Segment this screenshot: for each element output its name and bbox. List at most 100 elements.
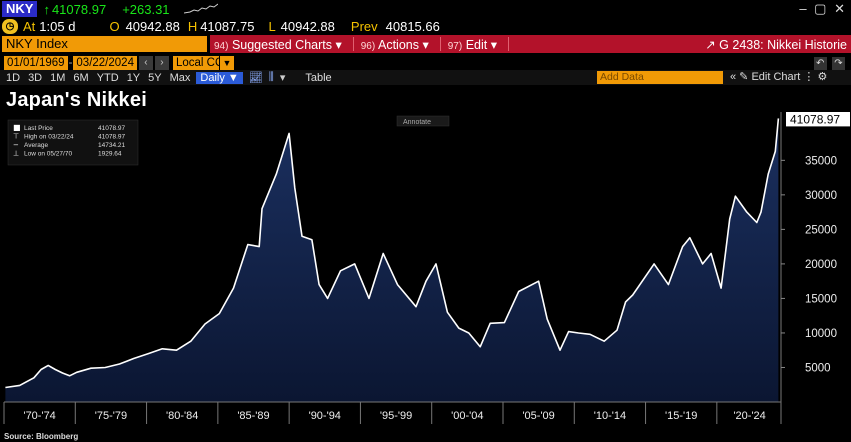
edit-menu[interactable]: 97) Edit ▾: [447, 37, 497, 52]
end-date-input[interactable]: 03/22/2024: [73, 55, 137, 70]
history-controls: ↶ ↷: [812, 55, 845, 70]
restore-button[interactable]: ▢: [814, 1, 827, 16]
security-field[interactable]: NKY Index: [2, 36, 207, 52]
period-5y[interactable]: 5Y: [148, 71, 162, 84]
x-tick-label: '70-'74: [23, 410, 55, 422]
open-label: O: [109, 19, 120, 34]
next-period-icon[interactable]: ›: [154, 55, 169, 70]
add-data-input[interactable]: Add Data: [597, 71, 723, 84]
legend-value: 1929.64: [98, 151, 122, 158]
x-axis: '70-'74 '75-'79 '80-'84 '85-'89 '90-'94 '95-'…: [3, 401, 782, 424]
chart-legend[interactable]: ■ Last Price 41078.97 ⊤ High on 03/22/24 4107…: [7, 119, 139, 166]
ticker-row: NKY ↑ 41078.97 +263.31 – ▢ ✕: [0, 0, 851, 18]
period-3d[interactable]: 3D: [28, 71, 43, 84]
menu-divider: [352, 37, 354, 51]
y-tick-label: 20000: [805, 259, 837, 271]
y-tick-label: 30000: [805, 190, 837, 202]
bar-type-icon[interactable]: ⫼: [268, 71, 274, 83]
y-axis: 5000 10000 15000 20000 25000 30000 35000: [780, 112, 837, 402]
period-1m[interactable]: 1M: [50, 71, 66, 84]
x-tick-label: '00-'04: [451, 410, 483, 422]
action-menu-bar: 94) Suggested Charts ▾ 96) Actions ▾ 97)…: [210, 35, 851, 53]
open-value: 40942.88: [125, 19, 180, 34]
actions-menu[interactable]: 96) Actions ▾: [360, 37, 429, 52]
line-chart-icon[interactable]: 📈︎: [248, 72, 263, 84]
legend-marker-icon: −: [13, 141, 19, 149]
table-button[interactable]: Table: [305, 71, 332, 84]
chevron-down-icon[interactable]: ▾: [279, 72, 286, 84]
legend-marker-icon: ⊥: [13, 150, 19, 158]
redo-icon[interactable]: ↷: [832, 57, 845, 70]
x-tick-label: '95-'99: [380, 410, 412, 422]
price-change: +263.31: [122, 1, 170, 17]
ticker-symbol[interactable]: NKY: [2, 1, 38, 17]
clock-icon: ◷: [2, 19, 18, 34]
chart-name-title[interactable]: ↗ G 2438: Nikkei Historie: [705, 37, 847, 52]
y-tick-label: 15000: [805, 293, 837, 305]
period-1y[interactable]: 1Y: [126, 71, 141, 84]
y-tick-label: 5000: [805, 362, 831, 374]
date-controls: 01/01/1969 - 03/22/2024 ‹ › Local CCY ▼ …: [0, 55, 851, 70]
last-value-tag: 41078.97: [786, 112, 850, 127]
legend-label: Low on 05/27/70: [24, 151, 72, 158]
currency-select[interactable]: Local CCY: [172, 55, 231, 70]
at-label: At: [23, 19, 36, 34]
period-1d[interactable]: 1D: [6, 71, 21, 84]
legend-marker-icon: ■: [13, 123, 21, 132]
last-value-label: 41078.97: [790, 112, 840, 126]
undo-icon[interactable]: ↶: [813, 57, 827, 70]
legend-value: 41078.97: [98, 134, 125, 141]
x-tick-label: '75-'79: [95, 410, 127, 422]
period-ytd[interactable]: YTD: [96, 71, 119, 84]
low-label: L: [268, 19, 276, 34]
y-tick-label: 25000: [805, 224, 837, 236]
legend-value: 14734.21: [98, 142, 125, 149]
x-tick-label: '80-'84: [166, 410, 198, 422]
prev-period-icon[interactable]: ‹: [138, 55, 153, 70]
source-label: Source: Bloomberg: [4, 432, 79, 441]
external-link-icon: ↗: [705, 37, 720, 52]
y-tick-label: 10000: [805, 328, 837, 340]
date-separator: -: [68, 56, 73, 69]
close-button[interactable]: ✕: [834, 1, 845, 16]
function-bar: NKY Index 94) Suggested Charts ▾ 96) Act…: [0, 35, 851, 53]
window-controls: – ▢ ✕: [795, 1, 845, 17]
legend-value: 41078.97: [98, 125, 125, 132]
quote-row: ◷ At 1:05 d O 40942.88 H 41087.75 L 4094…: [0, 18, 851, 35]
annotate-label: Annotate: [403, 119, 431, 126]
edit-chart-button[interactable]: « ✎ Edit Chart ⋮ ⚙: [730, 71, 828, 83]
legend-label: Average: [24, 142, 48, 149]
chart-title: Japan's Nikkei: [6, 89, 147, 111]
legend-marker-icon: ⊤: [13, 133, 19, 141]
prev-label: Prev: [350, 19, 378, 34]
x-tick-label: '20-'24: [733, 410, 765, 422]
start-date-input[interactable]: 01/01/1969: [4, 55, 68, 70]
last-price: 41078.97: [51, 1, 107, 17]
price-line: [5, 118, 780, 389]
x-tick-label: '90-'94: [309, 410, 341, 422]
low-value: 40942.88: [280, 19, 335, 34]
legend-label: Last Price: [24, 125, 53, 132]
minimize-button[interactable]: –: [799, 1, 807, 16]
x-tick-label: '05-'09: [522, 410, 554, 422]
period-bar: 1D 3D 1M 6M YTD 1Y 5Y Max Daily ▼ 📈︎ ⫼ ▾…: [0, 70, 851, 85]
period-max[interactable]: Max: [169, 71, 191, 84]
chevron-down-icon[interactable]: ▼: [219, 55, 234, 70]
x-tick-label: '10-'14: [594, 410, 626, 422]
x-tick-label: '15-'19: [665, 410, 697, 422]
quote-time: 1:05 d: [39, 19, 76, 34]
nikkei-chart[interactable]: ■ Last Price 41078.97 ⊤ High on 03/22/24 4107…: [0, 112, 851, 432]
intraday-sparkline-icon: [183, 3, 218, 14]
x-tick-label: '85-'89: [237, 410, 269, 422]
annotate-tool[interactable]: Annotate: [396, 115, 450, 127]
period-6m[interactable]: 6M: [73, 71, 89, 84]
legend-label: High on 03/22/24: [24, 134, 74, 141]
price-area: [5, 118, 779, 403]
menu-divider: [439, 37, 441, 51]
y-tick-label: 35000: [805, 155, 837, 167]
high-value: 41087.75: [200, 19, 255, 34]
suggested-charts-menu[interactable]: 94) Suggested Charts ▾: [214, 37, 342, 52]
frequency-select[interactable]: Daily ▼: [196, 71, 243, 84]
menu-divider: [507, 37, 509, 51]
prev-value: 40815.66: [385, 19, 440, 34]
